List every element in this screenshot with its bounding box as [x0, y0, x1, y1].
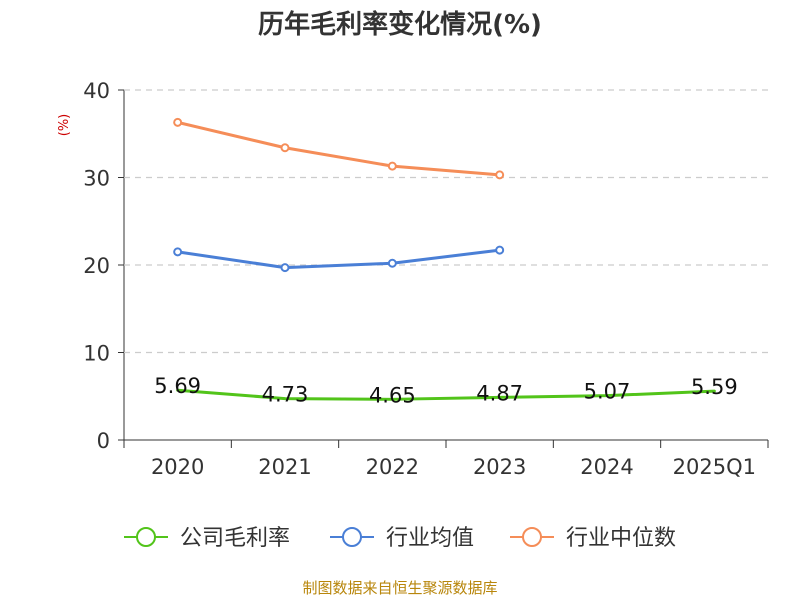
- series-point-2: [280, 143, 290, 153]
- series-point-2: [387, 161, 397, 171]
- y-tick-label: 10: [83, 342, 110, 366]
- legend-swatch-marker: [342, 527, 362, 547]
- legend-label: 行业中位数: [566, 526, 676, 551]
- legend-swatch-marker: [522, 527, 542, 547]
- x-tick-label: 2022: [366, 455, 419, 479]
- series-line-0: [176, 388, 716, 401]
- y-tick-label: 0: [97, 429, 110, 453]
- y-ticks: 0 10 20 30 40: [83, 79, 124, 453]
- x-tick-label: 2021: [258, 455, 311, 479]
- series-point-2: [495, 170, 505, 180]
- data-label: 4.73: [262, 383, 309, 407]
- x-tick-label: 2025Q1: [673, 455, 756, 479]
- series-line-1: [176, 248, 502, 270]
- series-line-2: [176, 120, 502, 177]
- y-axis-label: (%): [57, 114, 72, 137]
- series-point-2: [173, 117, 183, 127]
- x-ticks: 2020 2021 2022 2023 2024 2025Q1: [123, 440, 769, 479]
- data-label: 5.59: [691, 375, 738, 399]
- data-label: 4.65: [369, 383, 416, 407]
- legend-label: 行业均值: [386, 526, 474, 551]
- legend-swatch-marker: [136, 527, 156, 547]
- x-tick-label: 2024: [580, 455, 633, 479]
- chart-title: 历年毛利率变化情况(%): [258, 10, 542, 40]
- grid-layer: [124, 89, 768, 354]
- legend: 公司毛利率 行业均值 行业中位数: [124, 526, 676, 551]
- series-point-1: [495, 245, 505, 255]
- series-point-1: [387, 258, 397, 268]
- source-text: 制图数据来自恒生聚源数据库: [302, 579, 498, 597]
- y-tick-label: 20: [83, 254, 110, 278]
- data-label: 5.07: [584, 380, 631, 404]
- x-tick-label: 2023: [473, 455, 526, 479]
- x-tick-label: 2020: [151, 455, 204, 479]
- data-label: 4.87: [476, 381, 523, 405]
- series-point-1: [173, 247, 183, 257]
- y-tick-label: 40: [83, 79, 110, 103]
- series-point-1: [280, 263, 290, 273]
- legend-label: 公司毛利率: [180, 526, 290, 551]
- series-layer: 5.69 4.73 4.65 4.87 5.07 5.59: [154, 117, 738, 407]
- y-tick-label: 30: [83, 167, 110, 191]
- data-label: 5.69: [154, 374, 201, 398]
